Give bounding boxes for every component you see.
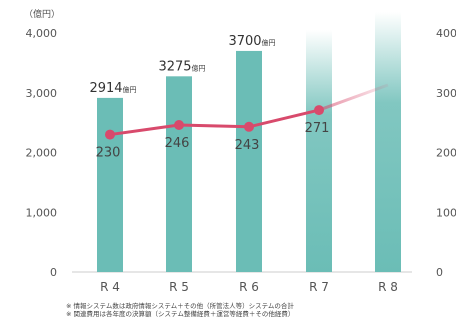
line-path	[109, 108, 320, 137]
line-value-label: 246	[165, 136, 190, 151]
bar-1	[97, 97, 123, 273]
bar-3	[236, 50, 262, 272]
bar-value-number: 3700	[228, 34, 261, 49]
line-point-4	[314, 105, 324, 116]
y-axis-left: 0 1,000 2,000 3,000 4,000	[26, 27, 58, 279]
x-category-label: R 5	[169, 280, 189, 294]
y-axis-right: 0 100 200 300 400	[436, 27, 456, 279]
y-tick-right-label: 200	[436, 147, 456, 160]
line-value-label: 243	[235, 138, 260, 153]
line-path-projected	[318, 83, 389, 112]
bar-value-unit: 億円	[192, 63, 206, 72]
footnotes: ※ 情報システム数は政府情報システム＋その他（所管法人等）システムの合計 ※ 関…	[66, 302, 456, 318]
bar-4	[306, 30, 332, 273]
y-tick-left-label: 1,000	[26, 206, 58, 219]
footnote-2: ※ 関連費用は各年度の決算額（システム整備経費＋運営等経費＋その他経費）	[66, 310, 295, 318]
y-tick-right-label: 300	[436, 87, 456, 100]
y-tick-right-label: 100	[436, 206, 456, 219]
y-tick-left-label: 0	[50, 266, 57, 279]
bar-value-unit: 億円	[262, 38, 276, 47]
bar-value-label: 2914億円	[89, 81, 136, 96]
bar-series	[97, 12, 401, 273]
x-category-label: R 6	[239, 280, 259, 294]
bar-value-unit: 億円	[123, 85, 137, 94]
bar-value-number: 3275	[158, 59, 191, 74]
y-axis-unit-label: （億円）	[24, 8, 60, 20]
bar-value-label: 3275億円	[158, 59, 205, 74]
bar-value-number: 2914	[89, 81, 122, 96]
line-value-label: 271	[305, 121, 330, 136]
x-category-label: R 4	[100, 280, 120, 294]
bar-value-label: 3700億円	[228, 34, 275, 49]
y-tick-right-label: 0	[436, 266, 443, 279]
footnote-1: ※ 情報システム数は政府情報システム＋その他（所管法人等）システムの合計	[66, 302, 294, 310]
y-tick-right-label: 400	[436, 27, 456, 40]
bar-2	[166, 76, 192, 272]
line-point-3	[244, 121, 254, 132]
x-category-label: R 8	[378, 280, 398, 294]
bar-5	[375, 12, 401, 272]
y-tick-left-label: 2,000	[26, 147, 58, 160]
y-tick-left-label: 3,000	[26, 87, 58, 100]
line-point-2	[174, 120, 184, 131]
line-series	[105, 83, 389, 140]
x-axis-categories: R 4 R 5 R 6 R 7 R 8	[100, 280, 398, 294]
x-category-label: R 7	[309, 280, 329, 294]
y-tick-left-label: 4,000	[26, 27, 58, 40]
line-point-1	[105, 129, 115, 140]
line-value-labels: 230 246 243 271	[96, 121, 330, 160]
line-value-label: 230	[96, 146, 121, 161]
